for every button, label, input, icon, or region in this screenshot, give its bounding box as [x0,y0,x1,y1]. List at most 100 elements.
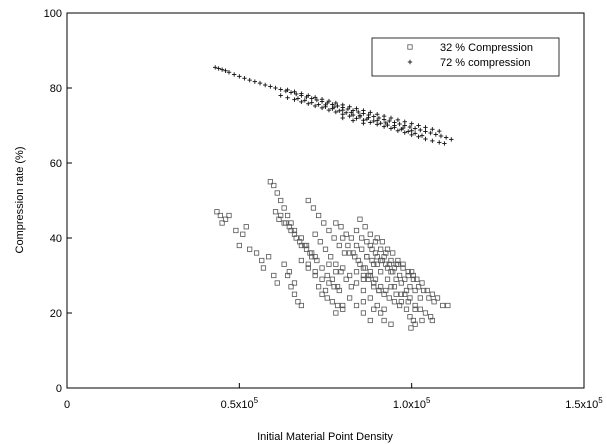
data-point [415,284,422,290]
y-tick-label: 80 [50,83,62,95]
data-point [247,246,253,252]
data-point [292,89,297,94]
data-point [309,254,315,260]
data-point [397,121,402,127]
data-point [353,280,360,286]
data-point [353,302,360,309]
data-point [217,212,223,219]
data-point [350,118,356,123]
data-point [223,68,228,73]
data-point [319,265,325,271]
data-point [409,128,414,133]
data-point [247,77,252,83]
data-point [371,114,376,119]
data-point [353,242,360,249]
data-point [321,220,327,226]
data-point [343,231,349,237]
data-point [378,257,384,264]
data-point [333,220,339,226]
data-point [352,254,358,260]
data-point [437,140,442,145]
data-point [360,276,367,282]
data-point [412,302,418,309]
data-point [423,125,428,130]
data-point [273,85,278,91]
data-point [408,325,414,331]
data-point [316,102,321,107]
data-point [288,90,294,95]
data-point [412,321,418,327]
data-point [412,126,418,131]
data-point [312,269,318,275]
data-point [445,302,451,309]
x-tick-label: 0 [64,399,70,411]
data-point [286,269,292,275]
data-point [383,250,389,256]
data-point [298,235,304,241]
legend-label: 32 % Compression [440,42,533,54]
data-point [310,205,317,211]
data-point [383,261,389,267]
data-point [378,310,384,316]
data-point [437,128,442,134]
data-point [424,287,430,294]
data-point [402,130,407,135]
data-point [293,235,299,241]
data-point [347,295,353,301]
data-point [362,265,368,271]
data-point [400,125,406,131]
data-point [288,227,294,234]
data-point [312,95,318,100]
data-point [360,287,367,294]
data-point [278,197,284,204]
data-point [414,276,420,282]
data-point [237,74,242,79]
data-point [412,131,418,136]
data-point [299,91,304,96]
data-point [285,95,290,100]
data-point [392,123,397,128]
data-point [337,108,342,114]
data-point [278,87,283,92]
data-point [385,122,390,128]
data-point [418,127,423,133]
data-point [388,126,394,131]
data-point [367,272,373,279]
data-point [309,96,314,101]
data-point [349,110,354,115]
data-point [366,115,371,120]
data-point [383,120,389,126]
data-point [393,261,399,267]
data-point [303,246,310,252]
data-point [240,231,246,237]
data-point [421,287,427,294]
data-point [336,242,342,249]
data-point [236,242,242,249]
data-point [416,134,421,139]
data-point [309,100,314,105]
y-axis-ticks: 0 20 40 60 80 100 [44,8,72,395]
data-point [403,306,410,312]
data-point [360,299,367,305]
data-point [395,117,401,123]
data-point [268,84,273,89]
data-point [397,302,403,309]
data-point [291,227,298,234]
data-point [329,299,335,305]
data-point [219,220,225,226]
data-point [386,295,392,301]
data-point [368,110,373,115]
x-tick-label: 0.5x105 [221,396,259,411]
data-point [388,257,394,264]
data-point [319,276,325,282]
data-point [350,112,356,118]
data-point [338,269,344,275]
data-point [335,103,340,109]
data-point [391,265,398,271]
data-point [340,102,345,108]
data-point [319,97,325,102]
data-point [376,287,382,294]
series-layer [213,65,454,331]
data-point [426,295,432,301]
